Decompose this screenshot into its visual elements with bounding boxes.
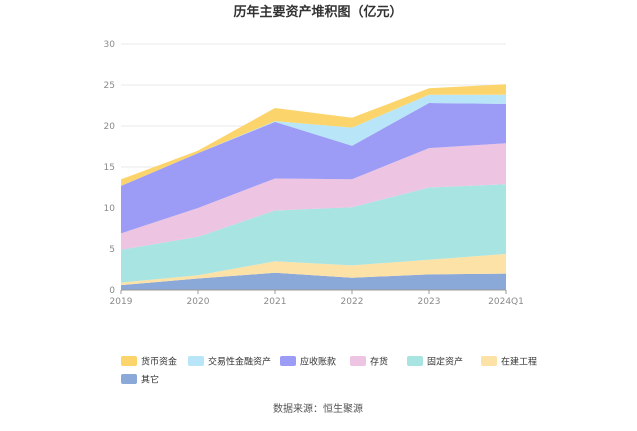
legend-label: 其它 [141, 374, 159, 386]
x-tick-label: 2019 [110, 297, 133, 307]
legend-label: 固定资产 [427, 356, 463, 368]
y-tick-label: 0 [109, 286, 115, 296]
x-tick-label: 2024Q1 [488, 297, 524, 307]
legend-swatch [350, 356, 366, 366]
chart-title: 历年主要资产堆积图（亿元） [233, 4, 402, 20]
y-tick-label: 30 [104, 40, 116, 50]
y-tick-label: 20 [104, 122, 116, 132]
legend-swatch [121, 356, 137, 366]
area-0 [121, 272, 506, 290]
legend-swatch [121, 374, 137, 384]
source-note: 数据来源：恒生聚源 [273, 402, 363, 415]
legend-label: 存货 [370, 356, 388, 368]
legend-label: 应收账款 [300, 356, 336, 368]
y-tick-label: 25 [104, 81, 115, 91]
legend-swatch [407, 356, 423, 366]
y-tick-label: 15 [104, 163, 115, 173]
x-tick-label: 2020 [187, 297, 210, 307]
area-3 [121, 143, 506, 250]
legend-swatch [481, 356, 497, 366]
x-tick-label: 2021 [264, 297, 287, 307]
area-2 [121, 184, 506, 283]
area-4 [121, 103, 506, 234]
axes: 0 5 10 15 20 25 30 2019 2020 2021 2022 2023 2024Q1 [104, 40, 524, 307]
legend-swatch [188, 356, 204, 366]
area-6 [121, 84, 506, 186]
x-tick-label: 2023 [418, 297, 441, 307]
area-1 [121, 253, 506, 286]
legend-swatch [280, 356, 296, 366]
legend-label: 交易性金融资产 [208, 356, 271, 368]
x-tick-label: 2022 [341, 297, 364, 307]
y-tick-label: 10 [104, 204, 116, 214]
legend-label: 在建工程 [501, 356, 537, 368]
legend-label: 货币资金 [141, 356, 177, 368]
area-series [121, 84, 506, 290]
y-tick-label: 5 [109, 245, 115, 255]
